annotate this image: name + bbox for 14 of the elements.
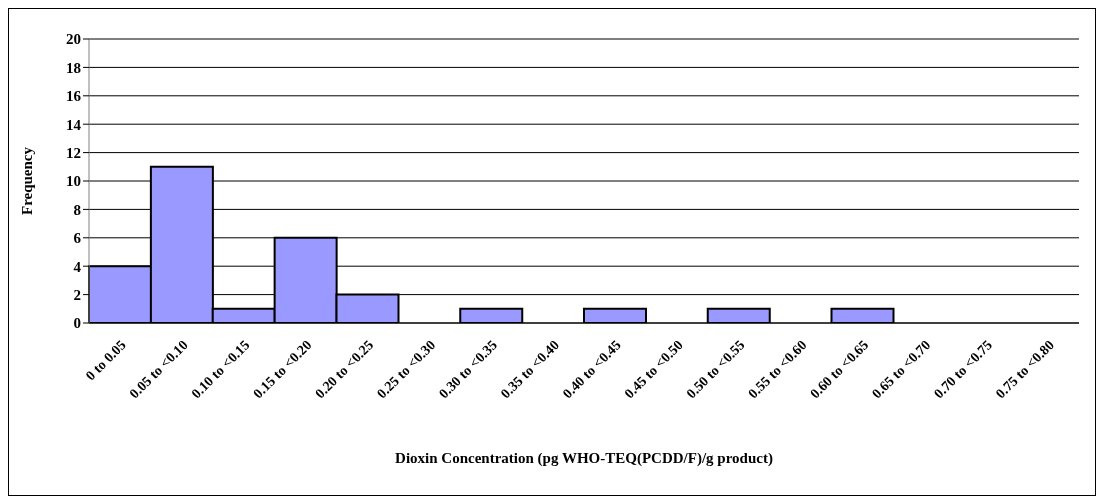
y-tick-label: 2 [73, 286, 81, 303]
x-tick-label: 0 to 0.05 [82, 337, 129, 384]
y-tick-label: 10 [66, 173, 81, 190]
y-tick-label: 16 [66, 88, 82, 105]
y-tick-label: 4 [73, 258, 82, 275]
y-tick-label: 12 [66, 144, 81, 161]
y-tick-label: 18 [66, 59, 81, 76]
y-tick-label: 14 [66, 116, 82, 133]
y-tick-label: 0 [73, 315, 81, 332]
x-axis-title: Dioxin Concentration (pg WHO-TEQ(PCDD/F)/g product) [395, 450, 773, 467]
y-axis-title: Frequency [19, 146, 36, 216]
y-tick-label: 20 [66, 31, 81, 48]
y-tick-label: 6 [73, 230, 82, 247]
y-tick-label: 8 [73, 201, 81, 218]
